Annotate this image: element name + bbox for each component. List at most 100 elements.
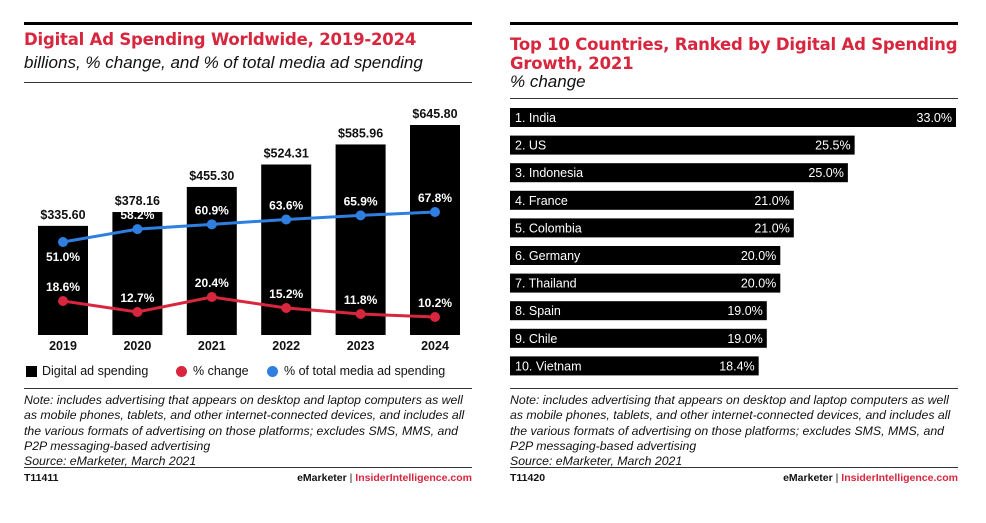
bar-value-label-2023: $585.96 bbox=[338, 126, 383, 140]
x-tick-label-2024: 2024 bbox=[421, 339, 449, 353]
chart-note: Note: includes advertising that appears … bbox=[510, 393, 962, 469]
top-rule bbox=[24, 22, 472, 25]
value-label-4: 21.0% bbox=[754, 221, 789, 235]
bar-value-label-2019: $335.60 bbox=[40, 208, 85, 222]
value-label-3: 21.0% bbox=[754, 194, 789, 208]
legend-label-change: % change bbox=[193, 364, 249, 378]
x-tick-label-2023: 2023 bbox=[347, 339, 375, 353]
spending-combo-chart: $335.60 2019 $378.16 2020 $455.30 2021 $524.31… bbox=[38, 107, 460, 353]
value-label-8: 19.0% bbox=[727, 332, 762, 346]
category-label-0: 1. India bbox=[515, 111, 556, 125]
x-tick-label-2019: 2019 bbox=[49, 339, 77, 353]
brand-separator: | bbox=[835, 472, 839, 484]
bar-4-france bbox=[510, 190, 794, 210]
brand-separator: | bbox=[349, 472, 353, 484]
category-label-9: 10. Vietnam bbox=[515, 359, 581, 373]
share-label-2021: 60.9% bbox=[195, 203, 229, 217]
bar-value-label-2024: $645.80 bbox=[412, 107, 457, 121]
change-label-2022: 15.2% bbox=[269, 287, 303, 301]
bar-2021 bbox=[186, 186, 237, 335]
category-label-7: 8. Spain bbox=[515, 304, 561, 318]
legend-swatch-spending bbox=[26, 365, 37, 377]
change-point-2024 bbox=[430, 312, 440, 322]
bar-2024 bbox=[410, 125, 460, 335]
legend-label-share: % of total media ad spending bbox=[284, 364, 446, 378]
footer: T11420 eMarketer | InsiderIntelligence.c… bbox=[510, 472, 958, 488]
share-label-2022: 63.6% bbox=[269, 199, 303, 213]
change-point-2021 bbox=[206, 292, 217, 302]
value-label-7: 19.0% bbox=[727, 304, 762, 318]
value-label-9: 18.4% bbox=[719, 359, 754, 373]
category-label-1: 2. US bbox=[515, 139, 546, 153]
chart-code: T11420 bbox=[510, 472, 546, 484]
share-point-2024 bbox=[430, 207, 440, 217]
bar-value-label-2020: $378.16 bbox=[115, 194, 160, 208]
brand-emarketer: eMarketer bbox=[783, 472, 833, 484]
x-tick-label-2021: 2021 bbox=[198, 339, 226, 353]
change-point-2022 bbox=[281, 303, 292, 313]
bar-8-spain bbox=[510, 301, 767, 321]
left-chart-panel: Digital Ad Spending Worldwide, 2019-2024… bbox=[24, 0, 472, 523]
source-text: Source: eMarketer, March 2021 bbox=[510, 454, 683, 469]
brand-credit: eMarketer | InsiderIntelligence.com bbox=[297, 472, 472, 484]
value-label-0: 33.0% bbox=[917, 111, 952, 125]
bar-value-label-2022: $524.31 bbox=[264, 147, 309, 161]
note-text: Note: includes advertising that appears … bbox=[24, 393, 465, 453]
category-label-6: 7. Thailand bbox=[515, 277, 577, 291]
footer-rule bbox=[24, 467, 472, 468]
share-line bbox=[62, 210, 436, 244]
brand-insider: InsiderIntelligence.com bbox=[355, 472, 472, 484]
value-label-2: 25.0% bbox=[808, 166, 843, 180]
change-label-2019: 18.6% bbox=[46, 280, 80, 294]
right-chart-panel: Top 10 Countries, Ranked by Digital Ad S… bbox=[510, 0, 958, 523]
header-rule bbox=[510, 98, 958, 99]
brand-insider: InsiderIntelligence.com bbox=[841, 472, 958, 484]
category-label-5: 6. Germany bbox=[515, 249, 581, 263]
bar-1-india bbox=[510, 108, 956, 127]
chart-subtitle: billions, % change, and % of total media… bbox=[24, 53, 423, 72]
change-point-2020 bbox=[132, 307, 143, 317]
share-point-2023 bbox=[355, 210, 366, 221]
bar-5-colombia bbox=[510, 218, 794, 238]
share-label-2024: 67.8% bbox=[418, 191, 452, 205]
chart-title-line1: Top 10 Countries, Ranked by Digital Ad S… bbox=[510, 35, 958, 54]
value-label-1: 25.5% bbox=[815, 139, 850, 153]
bar-2-us bbox=[510, 135, 855, 155]
bar-9-chile bbox=[510, 328, 767, 348]
legend-item-share: % of total media ad spending bbox=[267, 362, 445, 380]
share-label-2020: 58.2% bbox=[120, 208, 154, 222]
change-point-2019 bbox=[58, 296, 68, 306]
note-rule bbox=[510, 388, 958, 389]
change-label-2021: 20.4% bbox=[195, 276, 229, 290]
change-label-2023: 11.8% bbox=[344, 293, 378, 307]
chart-subtitle: % change bbox=[510, 72, 586, 91]
legend-swatch-change bbox=[176, 365, 187, 377]
top-rule bbox=[510, 22, 958, 25]
legend-swatch-share bbox=[267, 365, 278, 377]
share-point-2022 bbox=[281, 214, 292, 225]
category-label-4: 5. Colombia bbox=[515, 221, 582, 235]
chart-code: T11411 bbox=[24, 472, 59, 484]
change-point-2023 bbox=[355, 309, 366, 319]
legend-item-change: % change bbox=[176, 362, 249, 380]
change-label-2024: 10.2% bbox=[418, 296, 452, 310]
bar-value-label-2021: $455.30 bbox=[189, 169, 234, 183]
x-tick-label-2022: 2022 bbox=[272, 339, 300, 353]
category-label-3: 4. France bbox=[515, 194, 568, 208]
share-label-2023: 65.9% bbox=[344, 194, 378, 208]
chart-title: Digital Ad Spending Worldwide, 2019-2024 bbox=[24, 30, 417, 49]
chart-legend: Digital ad spending % change % of total … bbox=[24, 362, 472, 380]
chart-title: Top 10 Countries, Ranked by Digital Ad S… bbox=[510, 35, 958, 73]
share-point-2019 bbox=[58, 237, 68, 247]
share-point-2020 bbox=[132, 224, 143, 235]
bar-6-germany bbox=[510, 246, 781, 265]
legend-item-spending: Digital ad spending bbox=[26, 362, 148, 380]
category-label-8: 9. Chile bbox=[515, 332, 557, 346]
source-text: Source: eMarketer, March 2021 bbox=[24, 454, 197, 469]
change-label-2020: 12.7% bbox=[120, 291, 154, 305]
bar-2023 bbox=[335, 144, 386, 335]
legend-label-spending: Digital ad spending bbox=[42, 364, 149, 378]
note-rule bbox=[24, 388, 472, 389]
country-growth-bar-chart: 1. India 33.0% 2. US 25.5% 3. Indonesia 25.0%… bbox=[510, 108, 956, 376]
bar-7-thailand bbox=[510, 273, 781, 293]
